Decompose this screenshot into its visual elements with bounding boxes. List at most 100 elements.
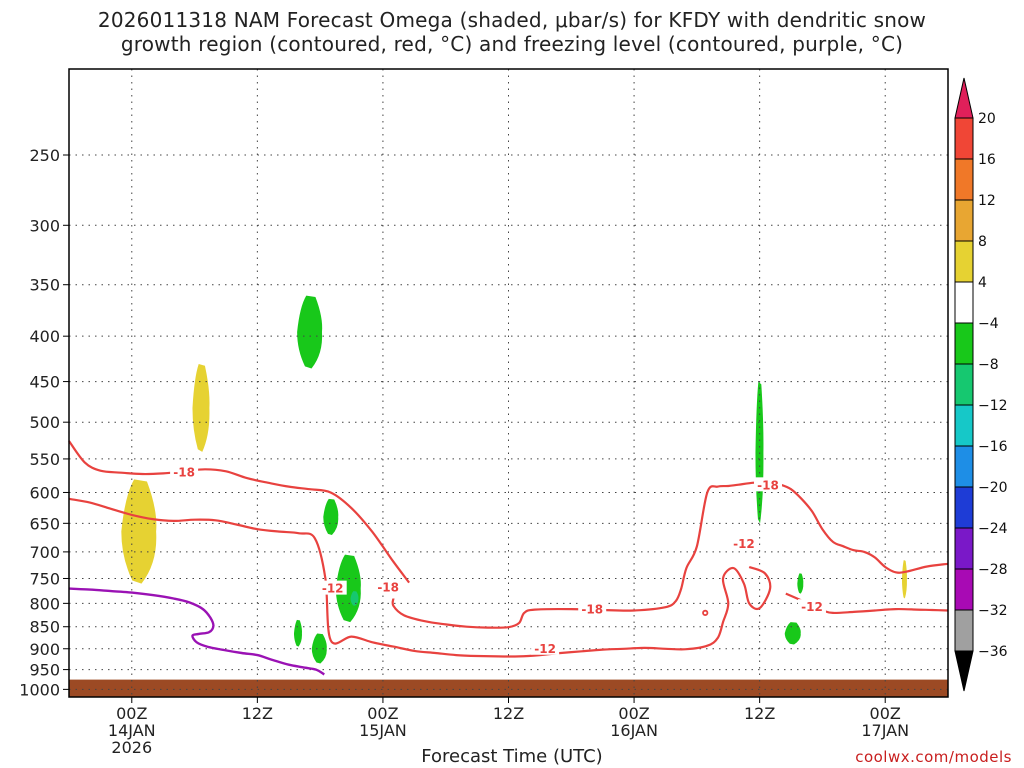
y-tick-label: 450 bbox=[29, 373, 60, 392]
y-tick-label: 250 bbox=[29, 146, 60, 165]
ground-layer bbox=[69, 679, 948, 697]
y-tick-label: 950 bbox=[29, 661, 60, 680]
x-tick-label: 00Z bbox=[618, 704, 649, 723]
y-tick-label: 300 bbox=[29, 216, 60, 235]
contour-label: -18 bbox=[173, 466, 195, 480]
y-tick-label: 500 bbox=[29, 413, 60, 432]
contour-label-bg bbox=[729, 536, 758, 551]
colorbar-label: −24 bbox=[978, 521, 1008, 537]
site-credit: coolwx.com/models bbox=[855, 748, 1012, 766]
contour-label-layer: -18 -12 -18 -18 -18 -12 -12 -12 bbox=[170, 464, 826, 656]
colorbar-label: −4 bbox=[978, 316, 999, 332]
colorbar-swatch bbox=[954, 158, 974, 201]
dendritic-contour-line bbox=[68, 497, 772, 658]
colorbar-label: −16 bbox=[978, 439, 1008, 455]
y-tick-label: 700 bbox=[29, 543, 60, 562]
colorbar-top-arrow bbox=[954, 77, 974, 119]
omega-region bbox=[293, 619, 302, 647]
colorbar-label: −12 bbox=[978, 398, 1008, 414]
omega-region bbox=[192, 364, 210, 452]
x-tick-label: 00Z bbox=[870, 704, 901, 723]
colorbar-label: 4 bbox=[978, 275, 987, 291]
y-tick-label: 800 bbox=[29, 594, 60, 613]
contour-label: -12 bbox=[322, 582, 344, 596]
contour-label: -18 bbox=[377, 581, 399, 595]
contour-label-bg bbox=[578, 601, 607, 616]
colorbar-label: 8 bbox=[978, 234, 987, 250]
y-tick-label: 350 bbox=[29, 276, 60, 295]
colorbar-swatch bbox=[954, 404, 974, 447]
omega-region bbox=[755, 381, 764, 524]
small-contour-ring bbox=[702, 609, 709, 616]
contour-label: -12 bbox=[801, 600, 823, 614]
colorbar-label: −32 bbox=[978, 603, 1008, 619]
y-tick-label: 600 bbox=[29, 483, 60, 502]
colorbar-swatch bbox=[954, 445, 974, 488]
x-tick-label: 12Z bbox=[744, 704, 775, 723]
omega-region bbox=[297, 295, 323, 369]
y-tick-label: 1000 bbox=[19, 680, 60, 699]
contour-label-bg bbox=[797, 599, 826, 614]
contour-label-bg bbox=[170, 464, 199, 479]
x-tick-date: 17JAN bbox=[861, 721, 909, 740]
omega-region bbox=[784, 622, 801, 645]
omega-region bbox=[311, 633, 327, 664]
colorbar-label: 16 bbox=[978, 152, 996, 168]
colorbar-swatch bbox=[954, 486, 974, 529]
chart-title: 2026011318 NAM Forecast Omega (shaded, μ… bbox=[0, 8, 1024, 56]
colorbar-label: −36 bbox=[978, 644, 1008, 660]
chart-title-line2: growth region (contoured, red, °C) and f… bbox=[120, 32, 904, 56]
axes-layer: 250 300 350 400 450 500 550 600 650 700 750 800 850 9… bbox=[19, 68, 949, 757]
freezing-level-line bbox=[68, 587, 325, 676]
x-axis-label: Forecast Time (UTC) bbox=[421, 746, 603, 767]
colorbar-label: −8 bbox=[978, 357, 999, 373]
colorbar-swatch bbox=[954, 199, 974, 242]
omega-region bbox=[323, 498, 339, 536]
contour-label: -18 bbox=[757, 478, 779, 492]
colorbar-label: −28 bbox=[978, 562, 1008, 578]
omega-region bbox=[121, 479, 157, 584]
colorbar-swatch bbox=[954, 240, 974, 283]
omega-shading-layer bbox=[121, 295, 907, 664]
y-tick-label: 900 bbox=[29, 640, 60, 659]
contour-label-bg bbox=[531, 640, 560, 655]
contour-label: -18 bbox=[581, 603, 603, 617]
colorbar-swatch bbox=[954, 117, 974, 160]
colorbar-swatch bbox=[954, 281, 974, 324]
x-tick-date: 16JAN bbox=[610, 721, 658, 740]
contour-label-bg bbox=[754, 477, 783, 492]
contour-label-bg bbox=[318, 580, 347, 595]
colorbar-swatch bbox=[954, 609, 974, 652]
contour-label: -12 bbox=[534, 642, 556, 656]
ground-fill bbox=[69, 679, 948, 697]
colorbar-swatch bbox=[954, 363, 974, 406]
contour-label-bg bbox=[374, 579, 403, 594]
x-tick-label: 00Z bbox=[367, 704, 398, 723]
dendritic-contour-line bbox=[391, 481, 949, 629]
omega-region bbox=[350, 591, 359, 606]
y-tick-label: 550 bbox=[29, 450, 60, 469]
colorbar-swatch bbox=[954, 527, 974, 570]
y-tick-label: 400 bbox=[29, 327, 60, 346]
y-tick-label: 850 bbox=[29, 618, 60, 637]
dendritic-contour-line bbox=[68, 440, 410, 584]
colorbar-label: −20 bbox=[978, 480, 1008, 496]
y-tick-label: 650 bbox=[29, 514, 60, 533]
x-tick-date: 15JAN bbox=[359, 721, 407, 740]
colorbar: 20 16 12 8 4 −4 −8 −12 −16 −20 −24 −28 −32 −36 bbox=[954, 77, 1008, 692]
omega-region bbox=[901, 560, 907, 599]
y-tick-label: 750 bbox=[29, 569, 60, 588]
x-tick-label: 00Z bbox=[116, 704, 147, 723]
chart-title-line1: 2026011318 NAM Forecast Omega (shaded, μ… bbox=[97, 8, 927, 32]
x-tick-label: 12Z bbox=[242, 704, 273, 723]
x-tick-year: 2026 bbox=[111, 738, 152, 757]
colorbar-label: 12 bbox=[978, 193, 996, 209]
colorbar-bottom-arrow bbox=[954, 650, 974, 692]
omega-region bbox=[797, 573, 804, 594]
x-tick-date: 14JAN bbox=[108, 721, 156, 740]
colorbar-label: 20 bbox=[978, 111, 996, 127]
colorbar-swatch bbox=[954, 568, 974, 611]
x-tick-label: 12Z bbox=[493, 704, 524, 723]
grid-layer bbox=[69, 69, 948, 697]
